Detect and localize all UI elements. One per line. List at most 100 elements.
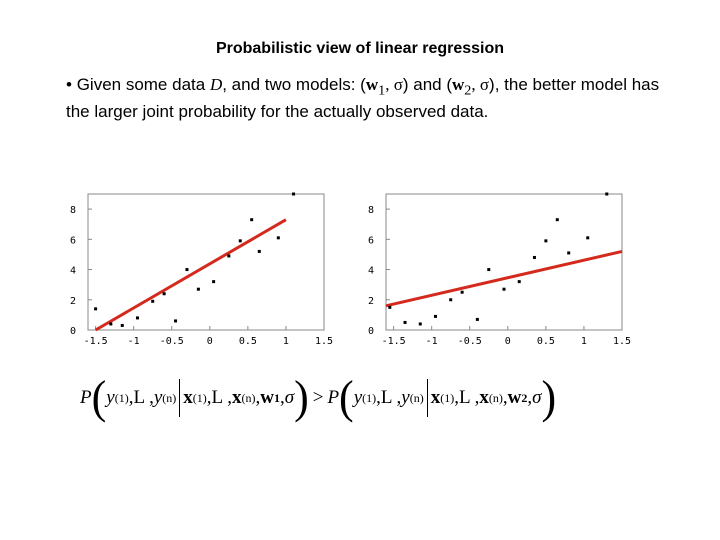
formula-sup-nb: (n) <box>241 390 256 405</box>
data-point <box>605 192 609 196</box>
data-point <box>449 298 453 302</box>
scatter-plot-right: -1.5 -1 -0.5 0 0.5 1 1.5 0 2 4 6 8 <box>368 192 631 347</box>
data-point <box>502 287 506 291</box>
slide-title: Probabilistic view of linear regression <box>215 40 505 57</box>
data-point <box>586 236 590 240</box>
x-tick-label: 0.5 <box>239 336 257 347</box>
formula-lparen-left: ( <box>91 371 107 424</box>
y-tick-label: 4 <box>70 266 76 277</box>
y-tick-label: 8 <box>368 205 374 216</box>
formula-sup-1: (1) <box>114 390 129 405</box>
y-tick-label: 6 <box>70 235 76 246</box>
formula-w-sub-2: 2 <box>521 390 528 405</box>
data-point <box>162 292 166 296</box>
x-tick-label: 1 <box>283 336 289 347</box>
y-tick-label: 2 <box>70 296 76 307</box>
sigma-symbol-1: , σ <box>385 75 403 94</box>
formula-ellipsis-left: ,L , <box>128 387 154 408</box>
data-point <box>555 218 559 222</box>
y-tick-label: 8 <box>70 205 76 216</box>
data-point <box>227 254 231 258</box>
formula-x1-right: x <box>430 387 441 408</box>
formula-comma-4: , <box>527 387 533 408</box>
data-point <box>109 322 113 326</box>
formula-rparen-left: ) <box>294 371 309 424</box>
bullet-text-part-2: , and two models: ( <box>222 75 366 94</box>
formula-ellipsis-left-2: ,L , <box>206 387 232 408</box>
formula-yn-right: y <box>401 387 410 408</box>
weight-subscript-1: 1 <box>378 82 386 99</box>
y-tick-label: 2 <box>368 296 374 307</box>
data-point <box>433 314 437 318</box>
scatter-plot-left: -1.5 -1 -0.5 0 0.5 1 1.5 0 2 4 6 8 <box>70 192 333 347</box>
data-point <box>120 323 124 327</box>
x-tick-label: -1 <box>426 336 438 347</box>
data-symbol: D <box>209 75 223 94</box>
data-point <box>418 322 422 326</box>
weight-symbol-1: w <box>365 75 379 94</box>
formula-comma-2: , <box>279 387 285 408</box>
bullet-text-part-1: Given some data <box>76 75 210 94</box>
formula-comma-1: , <box>255 387 261 408</box>
sigma-symbol-2: , σ <box>471 75 490 94</box>
x-tick-label: -1.5 <box>84 336 108 347</box>
x-tick-label: 1 <box>581 336 587 347</box>
data-point <box>196 287 200 291</box>
formula-rparen-right: ) <box>541 371 557 424</box>
formula-sup-1b: (1) <box>192 390 207 405</box>
y-tick-label: 0 <box>70 326 76 337</box>
formula-sup-1d: (1) <box>440 390 455 405</box>
formula-given-bar-right <box>426 379 428 417</box>
formula-sigma-left: σ <box>284 387 295 408</box>
bullet-text-part-3: ) and ( <box>402 75 453 94</box>
bullet-text: • Given some data D, and two models: (w1… <box>66 74 676 123</box>
formula-w-sub-1: 1 <box>273 390 280 405</box>
y-tick-label: 4 <box>368 266 374 277</box>
data-point <box>276 236 280 240</box>
formula-comma-3: , <box>502 387 508 408</box>
plot-frame <box>385 193 623 331</box>
x-tick-label: -1 <box>128 336 140 347</box>
data-point <box>544 239 548 243</box>
data-point <box>403 320 407 324</box>
formula-ellipsis-right-2: ,L , <box>454 387 480 408</box>
formula-ellipsis-right: ,L , <box>376 387 402 408</box>
data-point <box>185 268 189 272</box>
data-point <box>567 251 571 255</box>
data-point <box>292 192 296 196</box>
x-tick-label: 1.5 <box>315 336 333 347</box>
data-point <box>250 218 254 222</box>
formula-p-left: P <box>80 387 92 408</box>
formula-sup-n: (n) <box>162 390 177 405</box>
data-point <box>238 239 242 243</box>
x-tick-label: -0.5 <box>160 336 184 347</box>
formula-sup-1c: (1) <box>362 390 377 405</box>
formula-w-left: w <box>260 387 274 408</box>
data-point <box>487 268 491 272</box>
data-point <box>517 280 521 284</box>
data-point <box>151 299 155 303</box>
weight-symbol-2: w <box>452 75 465 94</box>
formula-given-bar-left <box>179 379 181 417</box>
data-point <box>135 316 139 320</box>
formula-x1-left: x <box>183 387 193 408</box>
data-point <box>532 255 536 259</box>
formula-y1-right: y <box>353 387 363 408</box>
x-tick-label: 1.5 <box>613 336 631 347</box>
bullet-text-part-4: ), the better model has the larger joint… <box>66 75 660 122</box>
data-point <box>388 305 392 309</box>
formula-xn-right: x <box>479 387 489 408</box>
x-tick-label: 0.5 <box>537 336 555 347</box>
y-tick-label: 6 <box>368 235 374 246</box>
formula-w-right: w <box>507 387 522 408</box>
x-tick-label: -0.5 <box>458 336 482 347</box>
formula-sup-nc: (n) <box>409 390 424 405</box>
bullet-marker: • <box>66 75 72 94</box>
data-point <box>174 319 178 323</box>
x-tick-label: 0 <box>505 336 511 347</box>
data-point <box>257 249 261 253</box>
formula-sup-nd: (n) <box>488 390 503 405</box>
y-tick-label: 0 <box>368 326 374 337</box>
plot-frame <box>87 193 325 331</box>
